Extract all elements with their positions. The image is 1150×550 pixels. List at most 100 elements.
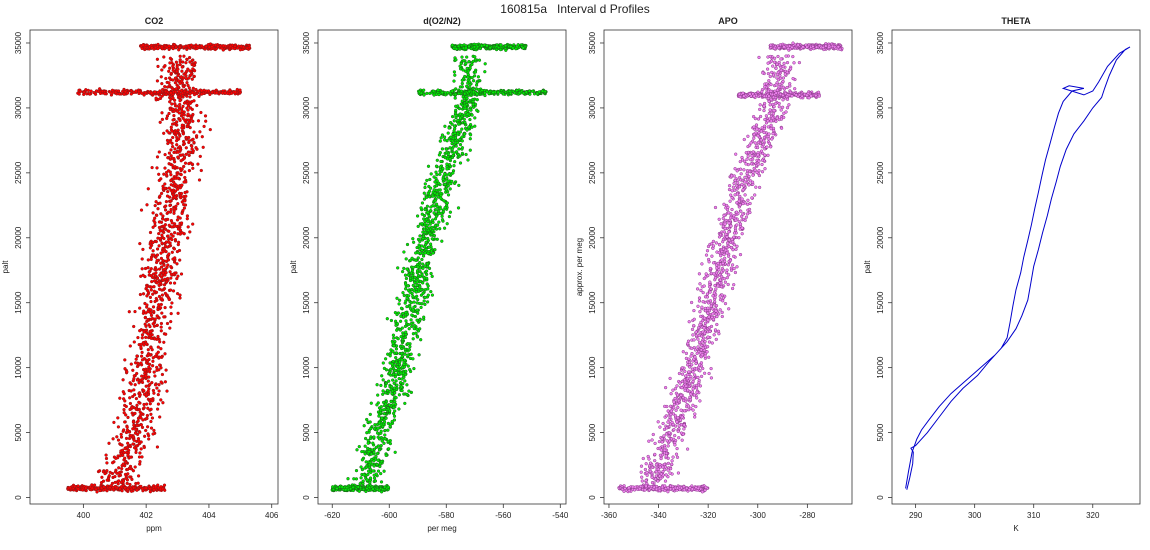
- o2n2-data-point: [346, 477, 350, 481]
- o2n2-data-point: [454, 108, 458, 112]
- o2n2-data-point: [420, 257, 424, 262]
- co2-data-point: [133, 383, 137, 387]
- co2-data-point: [175, 291, 180, 296]
- co2-data-point: [160, 233, 164, 237]
- o2n2-data-point: [431, 89, 436, 93]
- o2n2-data-point: [368, 436, 373, 441]
- co2-data-point: [155, 166, 159, 170]
- apo-data-point: [757, 185, 762, 190]
- co2-data-point: [191, 222, 195, 226]
- co2-data-point: [164, 218, 168, 222]
- co2-data-point: [138, 292, 143, 297]
- o2n2-data-point: [428, 177, 432, 182]
- co2-data-point: [178, 99, 182, 103]
- co2-data-point: [178, 228, 183, 232]
- o2n2-data-point: [446, 183, 450, 188]
- co2-data-point: [169, 272, 174, 277]
- co2-data-point: [157, 355, 162, 359]
- o2n2-data-point: [464, 61, 468, 65]
- o2n2-data-point: [382, 412, 387, 416]
- o2n2-data-point: [407, 327, 411, 331]
- o2n2-data-point: [438, 227, 442, 231]
- co2-data-point: [136, 474, 141, 478]
- o2n2-data-point: [363, 436, 368, 441]
- co2-data-point: [131, 394, 135, 399]
- o2n2-data-point: [471, 99, 475, 104]
- co2-data-point: [133, 431, 138, 435]
- co2-data-point: [118, 454, 122, 458]
- o2n2-data-point: [429, 289, 433, 294]
- o2n2-data-point: [394, 351, 399, 355]
- o2n2-data-point: [363, 452, 367, 456]
- co2-data-point: [162, 172, 166, 176]
- o2n2-data-point: [398, 344, 403, 349]
- o2n2-data-point: [379, 480, 384, 484]
- o2n2-data-point: [426, 293, 430, 297]
- o2n2-data-point: [460, 151, 465, 156]
- o2n2-data-point: [465, 128, 469, 132]
- co2-data-point: [180, 211, 184, 216]
- o2n2-data-point: [402, 293, 406, 298]
- co2-data-point: [151, 292, 155, 296]
- co2-data-point: [204, 119, 208, 123]
- o2n2-data-point: [421, 254, 426, 258]
- o2n2-data-point: [416, 256, 420, 260]
- co2-data-point: [210, 90, 214, 94]
- o2n2-data-point: [390, 362, 394, 366]
- o2n2-data-point: [468, 80, 472, 84]
- co2-data-point: [125, 425, 129, 429]
- apo-data-point: [710, 341, 714, 345]
- co2-data-point: [113, 474, 117, 479]
- co2-data-point: [196, 45, 200, 49]
- co2-data-point: [175, 135, 179, 140]
- o2n2-data-point: [425, 262, 430, 266]
- o2n2-data-point: [420, 201, 425, 205]
- o2n2-data-point: [418, 239, 422, 244]
- o2n2-data-point: [429, 205, 433, 209]
- co2-data-point: [138, 430, 142, 434]
- o2n2-data-point: [524, 90, 528, 94]
- o2n2-data-point: [470, 75, 474, 80]
- o2n2-data-point: [379, 383, 383, 388]
- apo-data-point: [708, 290, 712, 294]
- o2n2-data-point: [403, 287, 408, 291]
- o2n2-data-point: [387, 403, 392, 407]
- co2-data-point: [138, 329, 142, 333]
- o2n2-data-point: [454, 104, 458, 108]
- co2-data-point: [148, 490, 153, 494]
- o2n2-data-point: [375, 451, 380, 456]
- o2n2-data-point: [458, 67, 463, 71]
- co2-data-point: [168, 100, 172, 104]
- co2-data-point: [149, 345, 153, 350]
- o2n2-data-point: [480, 88, 484, 93]
- co2-data-point: [177, 107, 181, 112]
- co2-data-point: [146, 379, 150, 383]
- co2-data-point: [131, 442, 135, 446]
- o2n2-data-point: [458, 161, 463, 165]
- co2-data-point: [192, 74, 196, 79]
- co2-data-point: [200, 89, 204, 93]
- co2-data-point: [146, 258, 150, 262]
- o2n2-data-point: [382, 469, 386, 473]
- co2-data-point: [179, 159, 183, 163]
- co2-data-point: [178, 216, 182, 220]
- co2-data-point: [175, 249, 180, 254]
- co2-data-point: [151, 225, 155, 229]
- o2n2-data-point: [517, 91, 522, 95]
- apo-data-point: [687, 320, 691, 324]
- co2-data-point: [130, 405, 134, 410]
- co2-data-point: [127, 430, 132, 434]
- o2n2-data-point: [372, 476, 377, 480]
- co2-data-point: [105, 469, 109, 473]
- co2-data-point: [168, 61, 172, 65]
- o2n2-data-point: [483, 62, 487, 66]
- o2n2-data-point: [405, 383, 409, 387]
- co2-data-point: [150, 91, 154, 95]
- o2n2-data-point: [397, 393, 402, 397]
- co2-data-point: [169, 319, 173, 324]
- o2n2-data-point: [425, 204, 430, 208]
- co2-data-point: [135, 378, 140, 382]
- co2-data-point: [152, 488, 156, 492]
- co2-data-point: [181, 76, 186, 80]
- apo-data-point: [700, 262, 704, 266]
